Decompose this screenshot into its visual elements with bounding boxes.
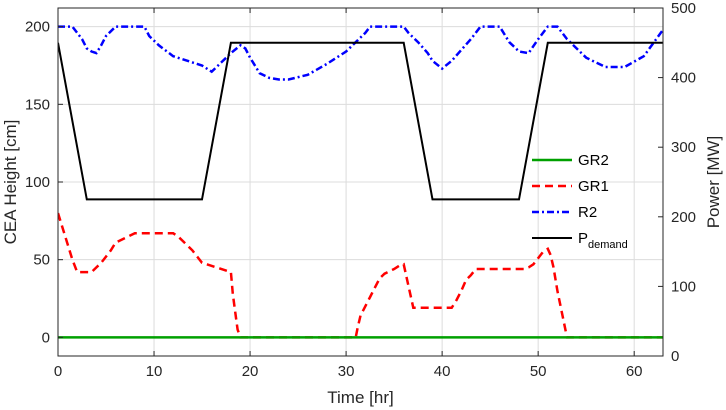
y-axis-right-label: Power [MW] — [704, 136, 723, 229]
x-tick-label: 20 — [242, 363, 259, 380]
y-right-tick-label: 200 — [671, 209, 696, 226]
legend-label-gr1: GR1 — [578, 178, 609, 195]
y-axis-left-label: CEA Height [cm] — [1, 120, 20, 245]
series-line-p — [58, 41, 663, 201]
y-right-tick-label: 500 — [671, 0, 696, 17]
grid — [57, 8, 663, 356]
y-left-tick-label: 150 — [25, 96, 50, 113]
series-line-gr1 — [58, 212, 663, 339]
y-left-tick-label: 200 — [25, 19, 50, 36]
y-right-tick-label: 0 — [671, 348, 679, 365]
legend-label-r2: R2 — [578, 204, 597, 221]
x-axis-label: Time [hr] — [327, 388, 393, 407]
x-tick-label: 40 — [434, 363, 451, 380]
y-left-tick-label: 50 — [33, 252, 50, 269]
y-left-tick-label: 0 — [42, 329, 50, 346]
y-right-tick-label: 400 — [671, 70, 696, 87]
y-left-tick-label: 100 — [25, 174, 50, 191]
x-tick-label: 50 — [530, 363, 547, 380]
x-tick-label: 10 — [146, 363, 163, 380]
y-right-tick-label: 300 — [671, 139, 696, 156]
axis-ticks: 0 10 20 30 40 50 60 0 50 100 150 200 0 100 200 300 400 50… — [25, 0, 696, 380]
x-tick-label: 60 — [626, 363, 643, 380]
x-tick-label: 30 — [338, 363, 355, 380]
plot-area — [58, 25, 663, 339]
legend-label-gr2: GR2 — [578, 152, 609, 169]
series-line-r2 — [58, 25, 663, 81]
legend-label-subscript: demand — [588, 239, 628, 251]
x-tick-label: 0 — [54, 363, 62, 380]
y-right-tick-label: 100 — [671, 278, 696, 295]
